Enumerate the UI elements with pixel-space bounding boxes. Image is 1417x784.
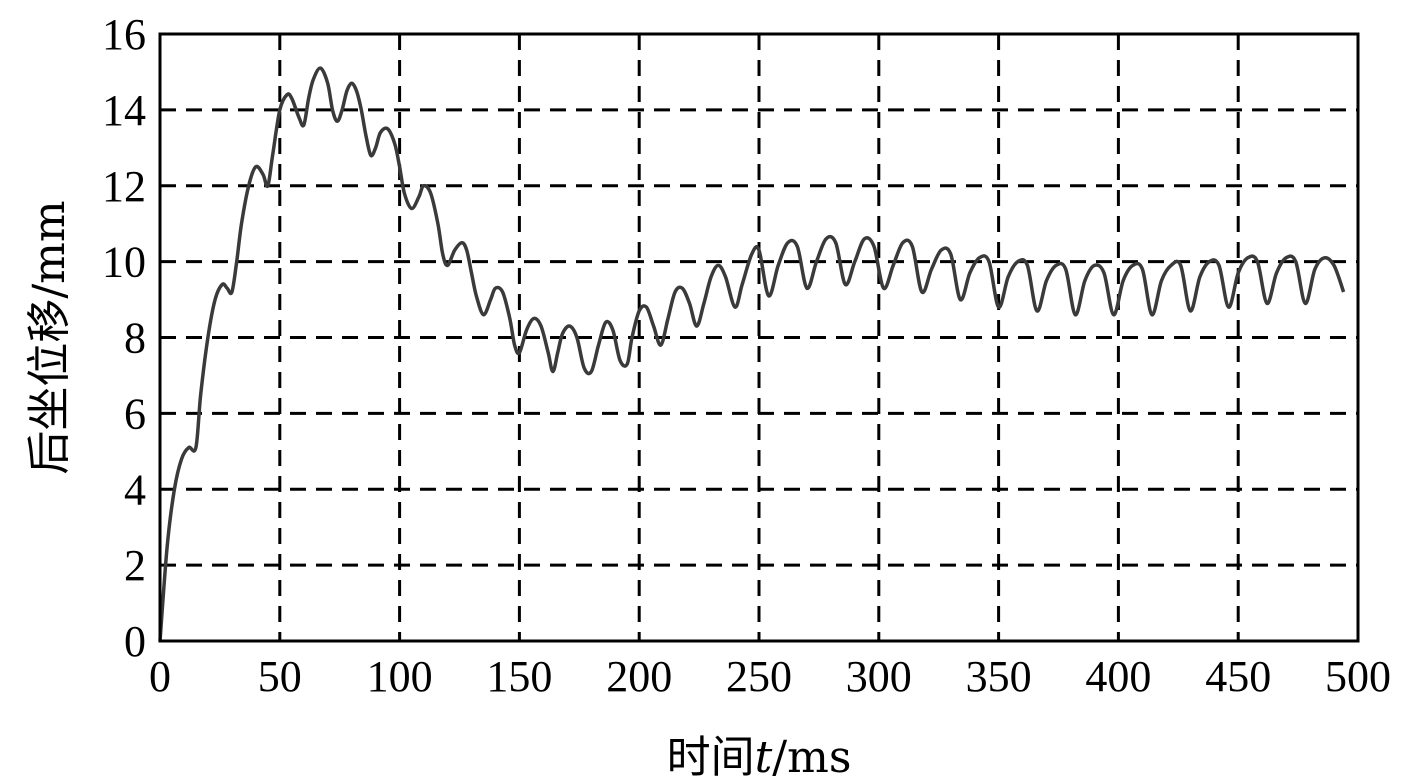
x-tick-label-500: 500 <box>1325 652 1391 701</box>
series-layer <box>158 66 1346 642</box>
y-tick-label-6: 6 <box>124 389 146 438</box>
x-tick-labels: 0 50 100 150 200 250 300 350 400 450 500 <box>149 652 1391 701</box>
x-axis-label: 时间t/ms <box>667 732 852 783</box>
x-axis-label-prefix: 时间 <box>667 732 755 783</box>
x-tick-label-150: 150 <box>486 652 552 701</box>
plot-frame <box>158 32 1360 643</box>
y-tick-label-16: 16 <box>102 10 146 59</box>
y-tick-label-2: 2 <box>124 541 146 590</box>
y-tick-label-14: 14 <box>102 86 146 135</box>
x-tick-label-450: 450 <box>1205 652 1271 701</box>
x-tick-label-350: 350 <box>966 652 1032 701</box>
y-tick-label-0: 0 <box>124 617 146 666</box>
y-tick-label-12: 12 <box>102 162 146 211</box>
x-axis-label-var: t <box>755 732 773 783</box>
x-tick-label-400: 400 <box>1085 652 1151 701</box>
x-tick-label-100: 100 <box>367 652 433 701</box>
y-tick-labels: 0 2 4 6 8 10 12 14 16 <box>102 10 146 666</box>
x-axis-label-unit: /ms <box>772 732 851 783</box>
y-axis-label: 后坐位移/mm <box>24 200 75 474</box>
y-tick-label-8: 8 <box>124 314 146 363</box>
x-tick-label-50: 50 <box>258 652 302 701</box>
y-tick-label-4: 4 <box>124 465 146 514</box>
x-tick-label-250: 250 <box>726 652 792 701</box>
series-line-0 <box>158 66 1346 642</box>
grid-lines <box>160 34 1358 641</box>
x-tick-label-300: 300 <box>846 652 912 701</box>
x-tick-label-0: 0 <box>149 652 171 701</box>
y-tick-label-10: 10 <box>102 238 146 287</box>
x-tick-label-200: 200 <box>606 652 672 701</box>
